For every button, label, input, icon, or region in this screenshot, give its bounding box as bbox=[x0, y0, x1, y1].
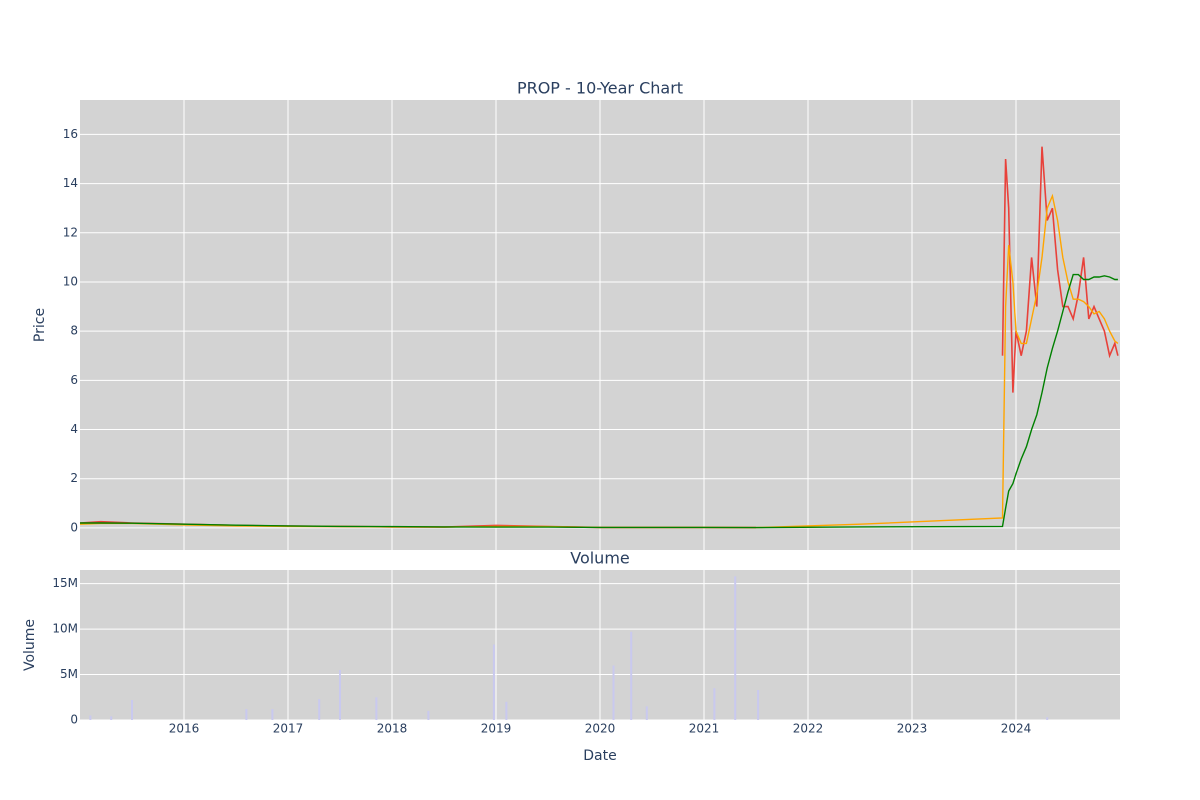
price-line bbox=[80, 273, 1118, 529]
volume-bar bbox=[375, 697, 378, 720]
x-tick-label: 2021 bbox=[689, 722, 720, 736]
y-tick-label: 4 bbox=[70, 422, 78, 436]
y-tick-label: 0 bbox=[70, 520, 78, 534]
volume-bar bbox=[734, 576, 737, 720]
y-tick-label: 10 bbox=[63, 274, 78, 288]
volume-bar bbox=[612, 665, 615, 720]
volume-bar bbox=[339, 670, 341, 720]
volume-bar bbox=[630, 631, 633, 720]
y-tick-label: 0 bbox=[70, 713, 78, 727]
x-tick-label: 2020 bbox=[585, 722, 616, 736]
x-tick-label: 2019 bbox=[481, 722, 512, 736]
x-tick-label: 2023 bbox=[897, 722, 928, 736]
y-tick-label: 10M bbox=[52, 622, 78, 636]
volume-bar bbox=[89, 715, 92, 720]
x-axis-title: Date bbox=[583, 748, 616, 764]
x-tick-label: 2022 bbox=[793, 722, 824, 736]
y-tick-label: 5M bbox=[60, 667, 78, 681]
y-tick-label: 2 bbox=[70, 471, 78, 485]
y-tick-label: 15M bbox=[52, 576, 78, 590]
y-tick-label: 12 bbox=[63, 225, 78, 239]
x-tick-label: 2016 bbox=[169, 722, 200, 736]
y-axis-title: Price bbox=[32, 308, 48, 342]
volume-bar bbox=[645, 706, 648, 720]
chart-title: PROP - 10-Year Chart bbox=[517, 79, 683, 98]
volume-bar bbox=[131, 700, 133, 720]
volume-bar bbox=[492, 644, 495, 720]
volume-bar bbox=[757, 690, 760, 720]
y-axis-title: Volume bbox=[22, 619, 38, 671]
subplot-title: Volume bbox=[570, 549, 630, 568]
y-tick-label: 16 bbox=[63, 127, 78, 141]
y-tick-label: 14 bbox=[63, 176, 78, 190]
volume-bar bbox=[713, 688, 716, 720]
volume-bar bbox=[318, 699, 321, 720]
y-tick-label: 8 bbox=[70, 324, 78, 338]
volume-bar bbox=[110, 716, 113, 720]
x-tick-label: 2024 bbox=[1001, 722, 1032, 736]
x-tick-label: 2017 bbox=[273, 722, 304, 736]
volume-bar bbox=[245, 709, 248, 720]
volume-bar bbox=[1046, 717, 1049, 720]
volume-bar bbox=[505, 701, 508, 720]
volume-bar bbox=[271, 709, 274, 720]
y-tick-label: 6 bbox=[70, 373, 78, 387]
volume-bar bbox=[427, 710, 430, 720]
x-tick-label: 2018 bbox=[377, 722, 408, 736]
